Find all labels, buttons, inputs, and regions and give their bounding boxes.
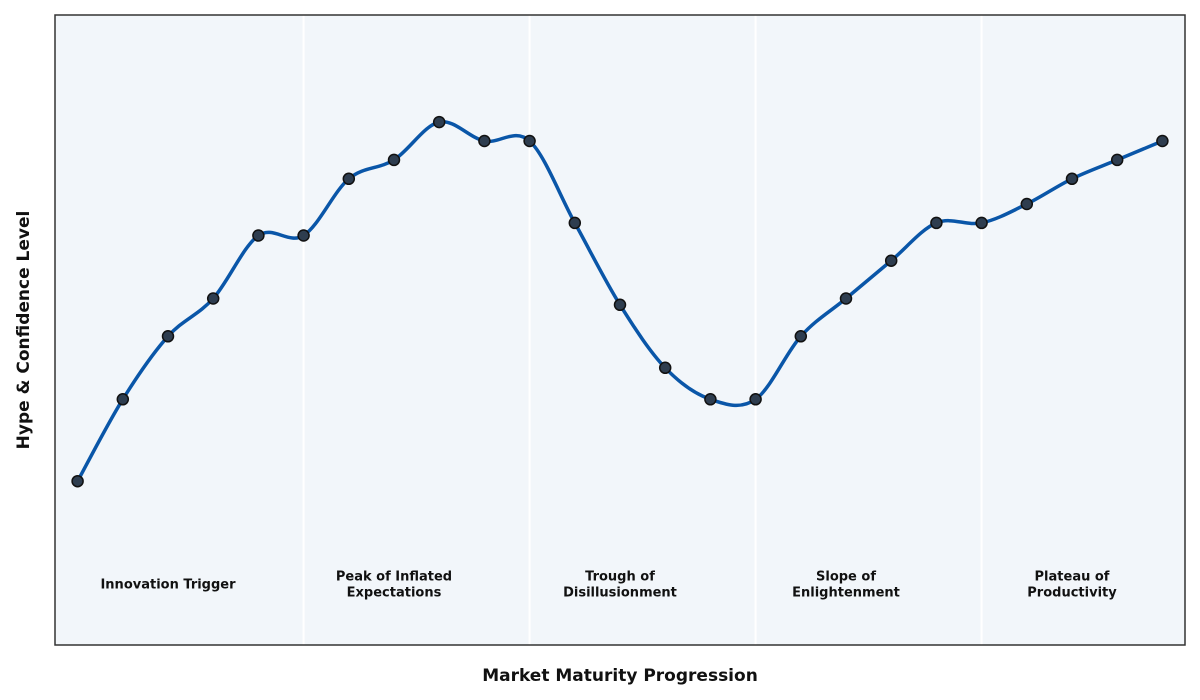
data-point: [1020, 197, 1034, 211]
data-point: [749, 393, 762, 406]
x-axis-label: Market Maturity Progression: [482, 666, 758, 686]
phase-labels: Innovation Trigger Peak of Inflated Expect…: [100, 569, 1117, 600]
data-point: [613, 298, 627, 312]
data-point: [568, 216, 582, 230]
data-point: [975, 216, 988, 230]
data-point: [206, 292, 220, 305]
data-point: [1156, 134, 1169, 148]
data-point: [342, 172, 356, 186]
phase-label: Innovation Trigger: [100, 577, 236, 592]
data-point: [71, 474, 84, 488]
data-point: [1110, 153, 1124, 167]
data-points: [71, 115, 1169, 488]
data-point: [523, 134, 536, 148]
plot-background: [55, 15, 1185, 645]
phase-dividers: [302, 15, 983, 645]
phase-label: Slope of Enlightenment: [792, 569, 900, 600]
y-axis-label: Hype & Confidence Level: [14, 211, 34, 450]
phase-label: Plateau of Productivity: [1027, 569, 1117, 600]
data-point: [297, 229, 310, 242]
data-point: [161, 330, 175, 343]
data-point: [432, 115, 446, 129]
data-point: [1065, 172, 1079, 186]
data-point: [658, 361, 672, 375]
phase-label: Trough of Disillusionment: [563, 569, 677, 600]
data-point: [478, 134, 491, 148]
phase-label: Peak of Inflated Expectations: [336, 569, 452, 600]
data-point: [252, 229, 265, 242]
data-point: [387, 153, 401, 167]
data-point: [839, 292, 853, 305]
data-point: [794, 330, 808, 343]
data-point: [930, 216, 943, 230]
data-point: [704, 393, 717, 406]
plot-frame: [54, 14, 1186, 646]
data-point: [116, 393, 130, 406]
data-point: [884, 254, 898, 267]
